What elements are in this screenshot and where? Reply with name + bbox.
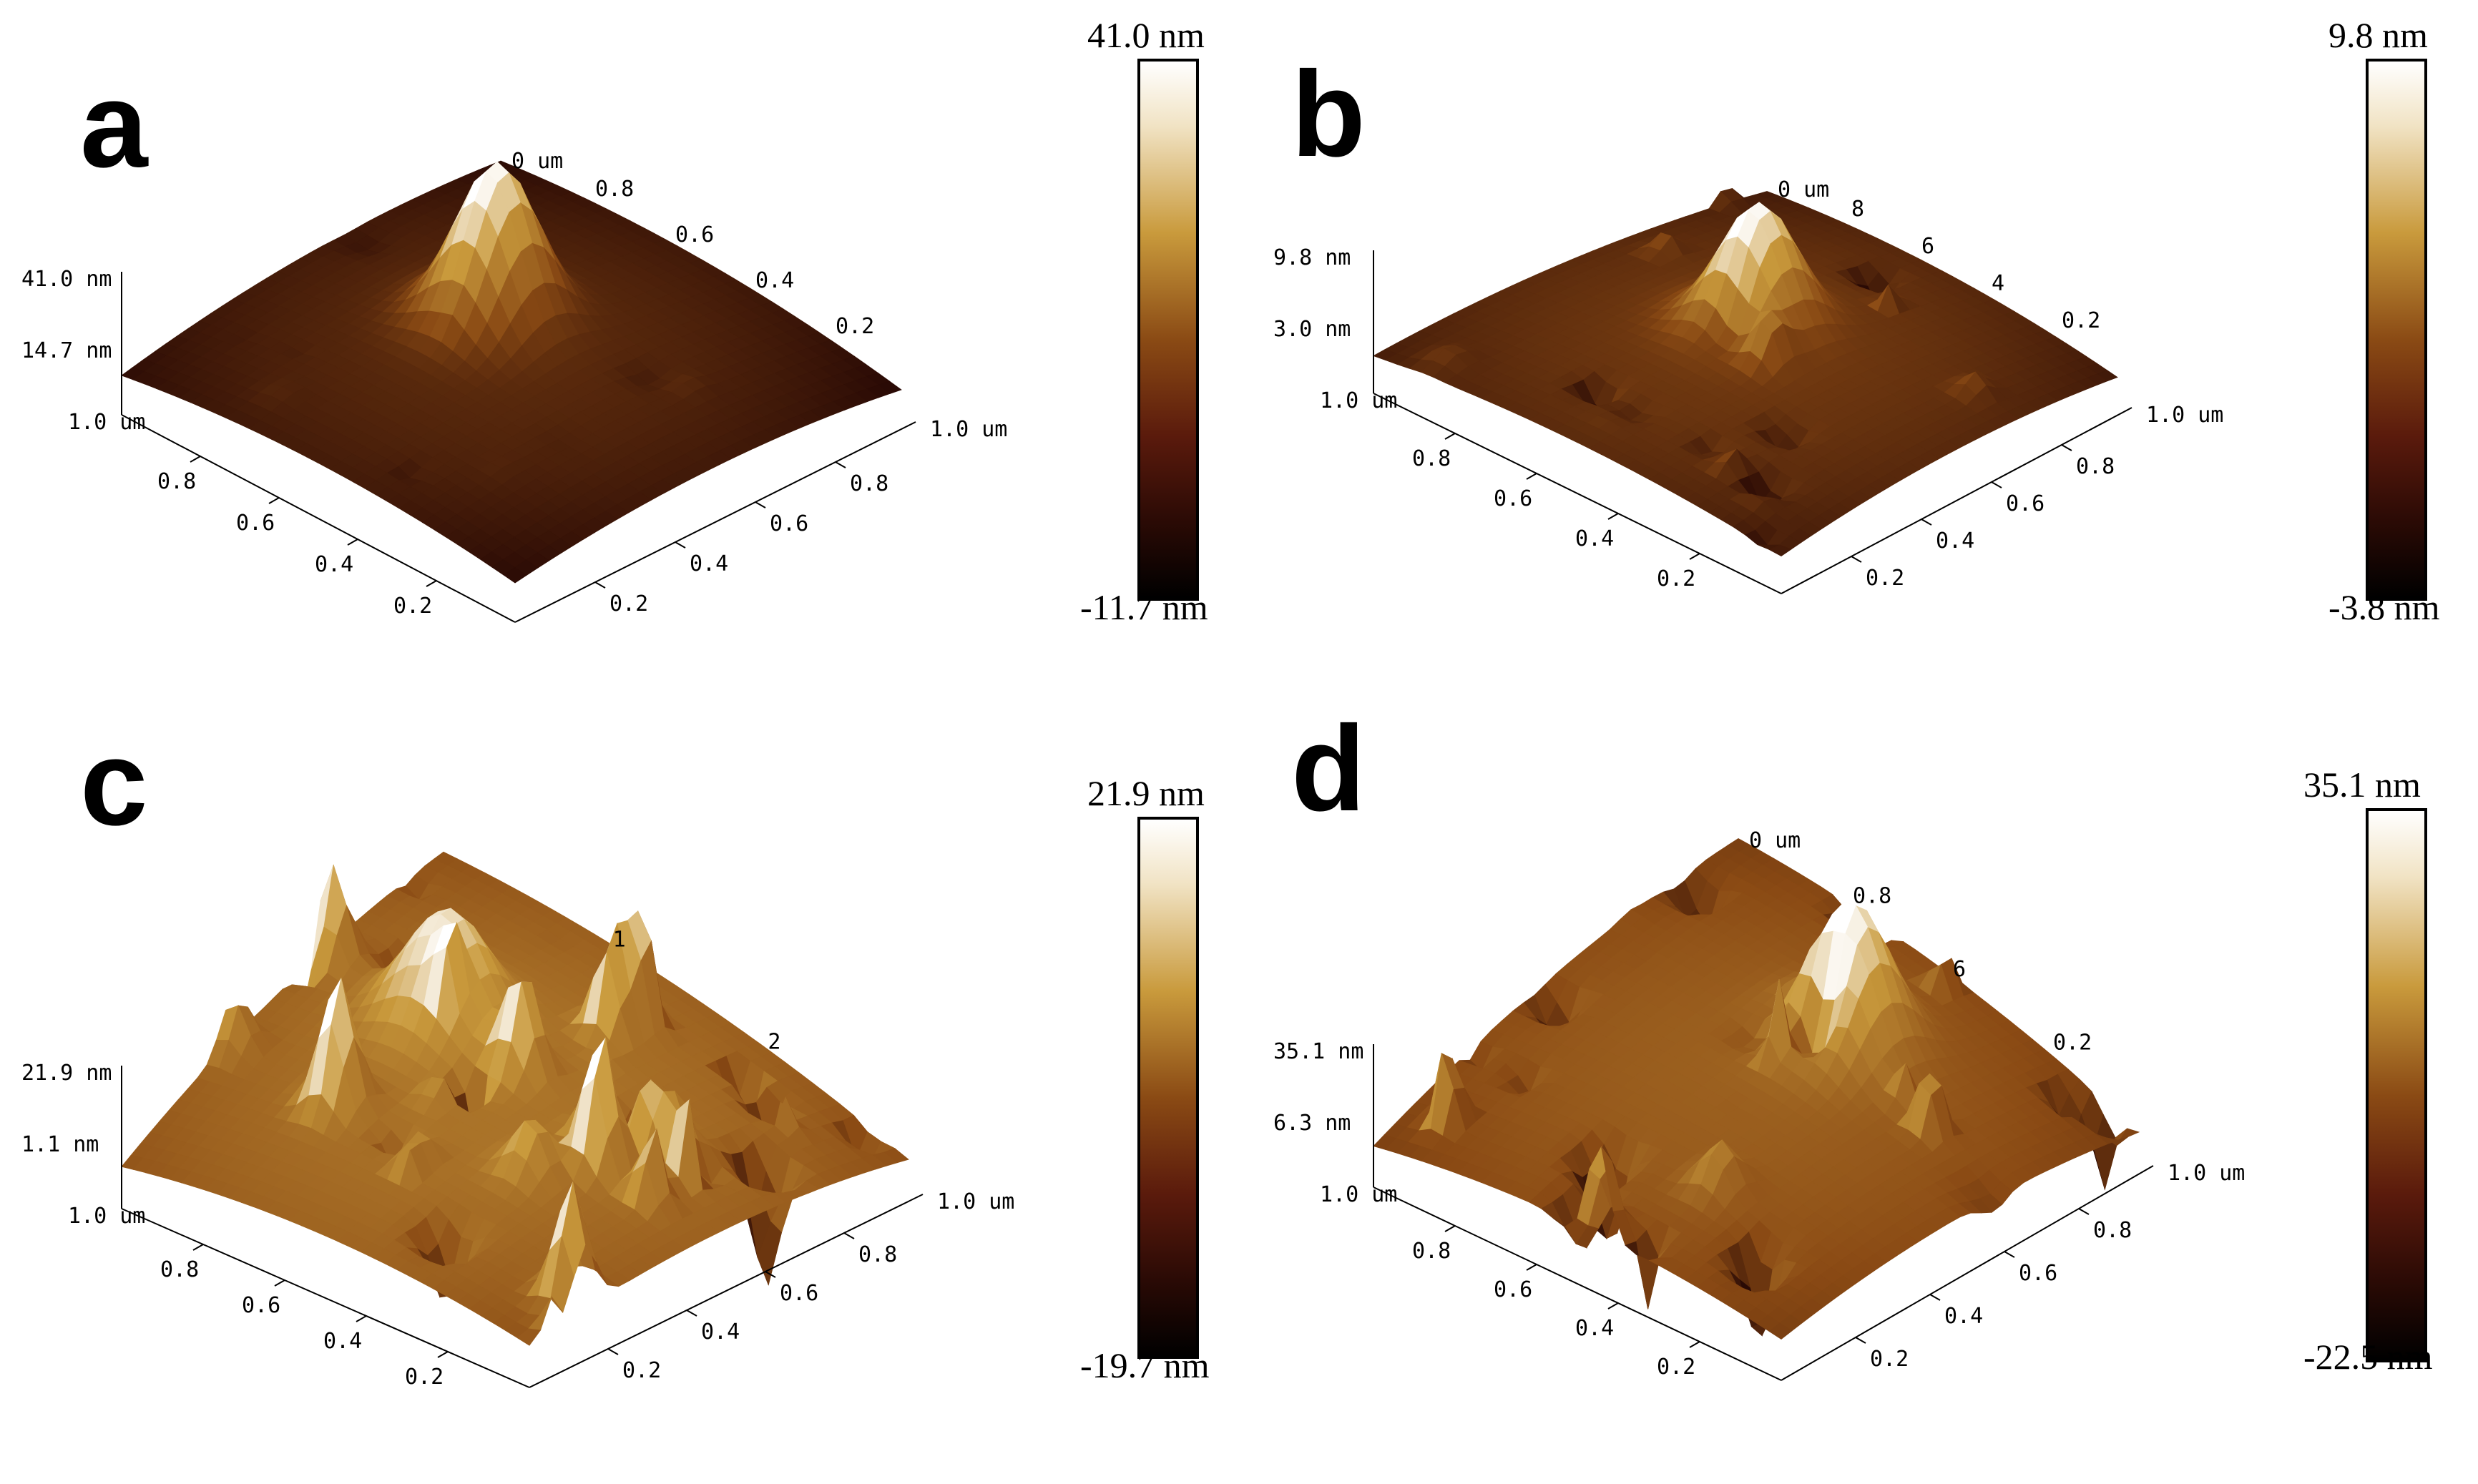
axes: 35.1 nm 6.3 nm 1.0 um 1.0 um 0.8 0.6 0.4 0.2 0.2…	[1273, 828, 2245, 1381]
back-tick-label: 8	[1851, 197, 1864, 222]
y-tick-label: 0.4	[1575, 1316, 1614, 1341]
x-tick-label: 0.2	[622, 1358, 661, 1383]
surface-mesh	[1373, 188, 2118, 556]
colorbar-max: 21.9 nm	[1087, 773, 1205, 813]
y-tick-label: 0.2	[405, 1365, 444, 1390]
x-tick-label: 0.2	[609, 591, 648, 616]
panel-b: b 9.8 nm 3.0 nm 1.0 um 1.0 um 0.8 0.6 0.4 0.2 0.…	[1238, 0, 2478, 715]
z-mid-label: 1.1 nm	[21, 1132, 99, 1157]
colorbar-min: -19.7 nm	[1080, 1345, 1210, 1385]
panel-label: a	[80, 57, 148, 193]
afm-surface-b: 9.8 nm 3.0 nm 1.0 um 1.0 um 0.8 0.6 0.4 0.2 0.2 0…	[1273, 177, 2223, 594]
panel-label: c	[80, 715, 148, 851]
z-mid-label: 3.0 nm	[1273, 317, 1351, 342]
y-tick-label: 0.8	[1412, 446, 1451, 471]
back-tick-label: 0.2	[2053, 1031, 2092, 1056]
axes: 21.9 nm 1.1 nm 1.0 um 1.0 um 0.8 0.6 0.4 0.2 0.2…	[21, 927, 1014, 1390]
afm-surface-d: 35.1 nm 6.3 nm 1.0 um 1.0 um 0.8 0.6 0.4 0.2 0.2…	[1273, 828, 2245, 1381]
y-tick-label: 0.6	[242, 1293, 280, 1318]
back-tick-label: 6	[1921, 234, 1934, 259]
back-corner-label: 0 um	[511, 149, 563, 174]
y-tick-label: 0.6	[1494, 486, 1532, 511]
y-tick-label: 0.8	[1412, 1239, 1451, 1264]
z-max-label: 21.9 nm	[21, 1061, 112, 1086]
y-tick-label: 0.8	[160, 1257, 199, 1282]
back-tick-label: 0.6	[675, 222, 714, 247]
back-tick-label: 0.2	[836, 314, 874, 339]
panel-label: b	[1291, 46, 1366, 182]
back-tick-label: 0.4	[755, 268, 794, 293]
y-tick-label: 0.8	[157, 469, 196, 494]
back-tick-label: 0.8	[1853, 884, 1891, 909]
back-tick-label: 2	[768, 1030, 780, 1055]
colorbar-max: 9.8 nm	[2328, 15, 2428, 55]
back-corner-label: 0 um	[1778, 177, 1829, 202]
panel-d: d 35.1 nm 6.3 nm 1.0 um 1.0 um 0.8 0.6 0.4 0.2 0…	[1238, 708, 2478, 1484]
corner-label: 1.0 um	[68, 1204, 145, 1229]
y-tick-label: 0.2	[1657, 566, 1695, 591]
y-tick-label: 0.6	[1494, 1277, 1532, 1302]
colorbar-min: -11.7 nm	[1080, 587, 1208, 627]
back-tick-label: 1	[613, 927, 626, 952]
x-axis-end-label: 1.0 um	[2168, 1161, 2245, 1186]
x-tick-label: 0.6	[2019, 1261, 2057, 1286]
z-max-label: 9.8 nm	[1273, 245, 1351, 270]
colorbar-gradient	[1137, 59, 1199, 601]
x-tick-label: 0.4	[701, 1320, 740, 1345]
corner-label: 1.0 um	[68, 410, 145, 435]
x-tick-label: 0.6	[780, 1281, 818, 1306]
afm-surface-a: 41.0 nm 14.7 nm 1.0 um 1.0 um 0.8 0.6 0.4 0.2 0.…	[21, 149, 1007, 623]
colorbar-gradient	[2366, 808, 2427, 1362]
x-tick-label: 0.6	[770, 511, 808, 536]
y-tick-label: 0.2	[1657, 1355, 1695, 1380]
x-tick-label: 0.4	[1944, 1304, 1983, 1329]
x-tick-label: 0.2	[1870, 1347, 1909, 1372]
back-corner-label: 0 um	[1749, 828, 1801, 853]
x-axis-end-label: 1.0 um	[937, 1189, 1014, 1214]
back-tick-label: 0.8	[595, 177, 634, 202]
colorbar-max: 41.0 nm	[1087, 15, 1205, 55]
z-mid-label: 6.3 nm	[1273, 1111, 1351, 1136]
surface-mesh	[121, 851, 909, 1346]
y-tick-label: 0.6	[236, 511, 275, 536]
z-max-label: 41.0 nm	[21, 267, 112, 292]
x-axis-end-label: 1.0 um	[2146, 403, 2223, 428]
back-tick-label: 4	[1992, 271, 2004, 296]
colorbar-gradient	[2366, 59, 2427, 601]
y-tick-label: 0.2	[393, 594, 432, 619]
axes: 9.8 nm 3.0 nm 1.0 um 1.0 um 0.8 0.6 0.4 0.2 0.2 0…	[1273, 177, 2223, 594]
x-tick-label: 0.8	[850, 471, 888, 496]
z-mid-label: 14.7 nm	[21, 338, 112, 363]
panel-label: d	[1291, 701, 1366, 837]
z-max-label: 35.1 nm	[1273, 1039, 1363, 1064]
y-tick-label: 0.4	[315, 552, 353, 577]
colorbar-min: -22.5 nm	[2303, 1337, 2433, 1377]
x-axis-end-label: 1.0 um	[930, 417, 1007, 442]
panel-a: a 41.0 nm 14.7 nm 1.0 um 1.0 um 0.8 0.6 0.4 0.2…	[0, 0, 1238, 715]
back-tick-label: 0.2	[2062, 308, 2100, 333]
x-tick-label: 0.8	[858, 1242, 897, 1267]
y-tick-label: 0.4	[1575, 526, 1614, 551]
x-tick-label: 0.2	[1866, 566, 1904, 591]
panel-c: c 21.9 nm 1.1 nm 1.0 um 1.0 um 0.8 0.6 0.4 0.2 0…	[0, 715, 1238, 1484]
surface-mesh	[121, 160, 902, 584]
axes: 41.0 nm 14.7 nm 1.0 um 1.0 um 0.8 0.6 0.4 0.2 0.…	[21, 149, 1007, 623]
surface-mesh	[1373, 838, 2140, 1340]
colorbar-gradient	[1137, 817, 1199, 1359]
colorbar-max: 35.1 nm	[2303, 765, 2421, 805]
x-tick-label: 0.6	[2006, 491, 2044, 516]
x-tick-label: 0.4	[1936, 529, 1974, 554]
x-tick-label: 0.4	[690, 551, 728, 576]
y-tick-label: 0.4	[323, 1329, 362, 1354]
x-tick-label: 0.8	[2093, 1218, 2132, 1243]
corner-label: 1.0 um	[1320, 1182, 1397, 1207]
x-tick-label: 0.8	[2076, 454, 2115, 479]
colorbar-min: -3.8 nm	[2328, 587, 2440, 627]
afm-surface-c: 21.9 nm 1.1 nm 1.0 um 1.0 um 0.8 0.6 0.4 0.2 0.2…	[21, 851, 1014, 1390]
corner-label: 1.0 um	[1320, 388, 1397, 413]
back-tick-label: 6	[1953, 957, 1966, 982]
